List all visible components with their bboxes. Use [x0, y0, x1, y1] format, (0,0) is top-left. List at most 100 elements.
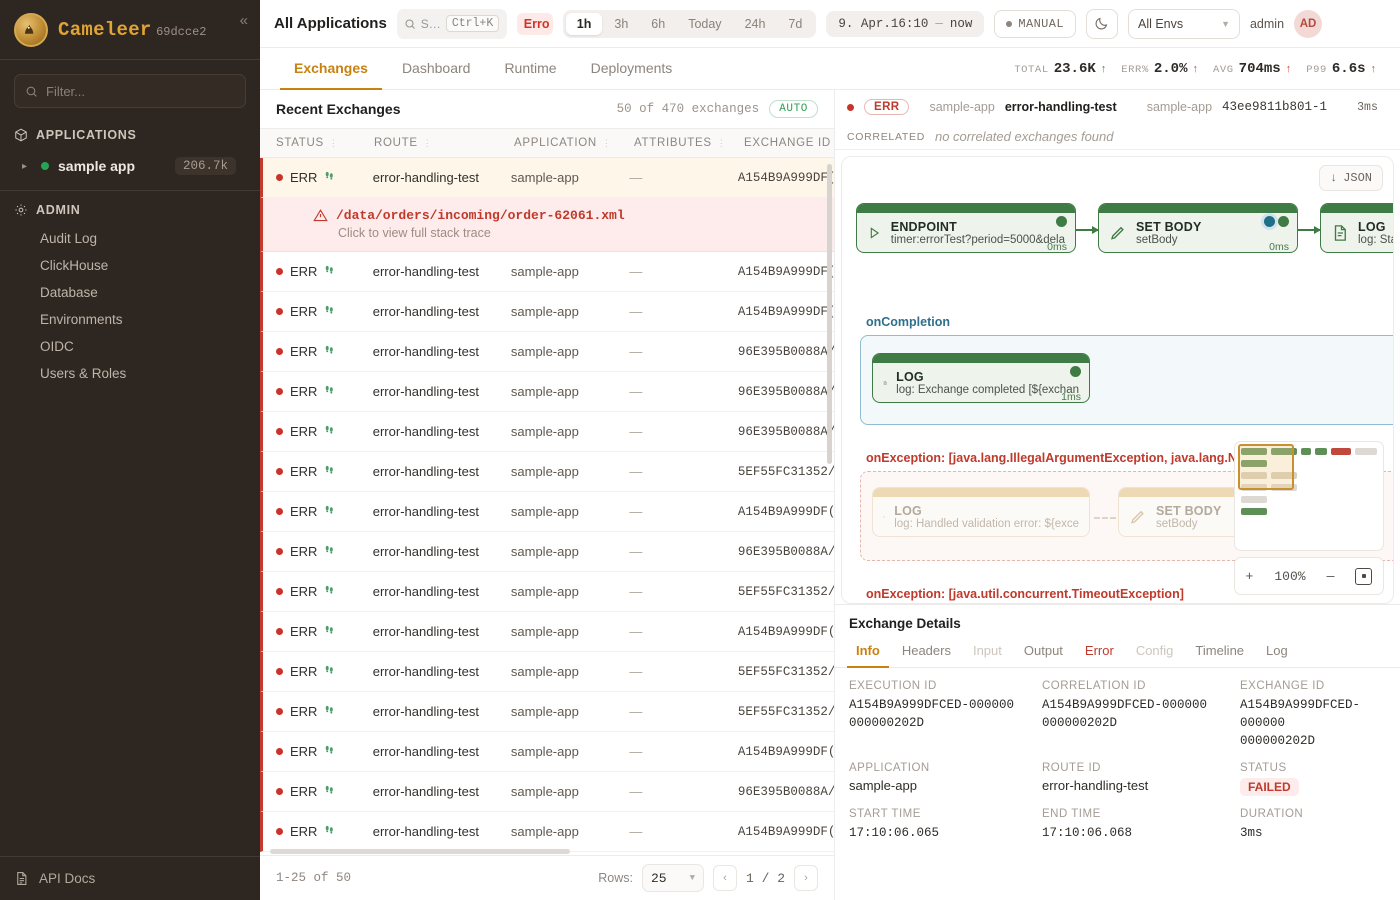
cell-status: ERR: [263, 544, 360, 559]
range-3h[interactable]: 3h: [614, 16, 629, 31]
range-1h[interactable]: 1h: [565, 12, 603, 35]
tab-deployments[interactable]: Deployments: [590, 60, 673, 76]
trace-icon[interactable]: [324, 384, 335, 399]
trace-icon[interactable]: [324, 170, 335, 185]
range-today[interactable]: Today: [688, 16, 722, 31]
col-attributes[interactable]: ATTRIBUTES ⋮: [618, 137, 728, 149]
row-error-detail[interactable]: /data/orders/incoming/order-62061.xml Cli…: [260, 198, 834, 252]
table-row[interactable]: ERR error-handling-test sample-app — A154B9A…: [260, 252, 834, 292]
sidebar-item-users-roles[interactable]: Users & Roles: [40, 366, 127, 381]
refresh-mode-button[interactable]: MANUAL: [994, 9, 1076, 38]
tab-dashboard[interactable]: Dashboard: [401, 60, 471, 76]
tab-timeline[interactable]: Timeline: [1195, 643, 1245, 658]
graph-minimap[interactable]: [1234, 441, 1384, 551]
sidebar-item-environments[interactable]: Environments: [40, 312, 123, 327]
col-route[interactable]: ROUTE ⋮: [358, 137, 498, 149]
error-filter-badge[interactable]: Erro: [516, 12, 553, 35]
table-row[interactable]: ERR error-handling-test sample-app — 5EF55FC…: [260, 572, 834, 612]
sidebar-item-oidc[interactable]: OIDC: [40, 339, 74, 354]
minimap-viewport[interactable]: [1238, 444, 1294, 490]
node-log-validation[interactable]: LOG log: Handled validation error: ${exc…: [872, 487, 1090, 537]
route-graph-canvas[interactable]: ↓ JSON ENDPOINT timer:errorTest?pe: [841, 156, 1394, 604]
list-horizontal-scrollbar[interactable]: [270, 849, 570, 854]
node-set-body[interactable]: SET BODY setBody 0ms: [1098, 203, 1298, 253]
table-row[interactable]: ERR error-handling-test sample-app — 96E395B…: [260, 772, 834, 812]
trace-icon[interactable]: [324, 664, 335, 679]
theme-toggle-button[interactable]: [1085, 8, 1118, 39]
table-row[interactable]: ERR error-handling-test sample-app — 96E395B…: [260, 332, 834, 372]
sidebar-item-sample-app[interactable]: ▸ sample app 206.7k: [0, 150, 260, 182]
table-row[interactable]: ERR error-handling-test sample-app — A154B9A…: [260, 732, 834, 772]
trace-icon[interactable]: [324, 304, 335, 319]
tab-info[interactable]: Info: [847, 639, 889, 668]
trace-icon[interactable]: [324, 544, 335, 559]
trace-icon[interactable]: [324, 264, 335, 279]
field-key: END TIME: [1042, 808, 1101, 821]
range-6h[interactable]: 6h: [651, 16, 666, 31]
trace-icon[interactable]: [324, 504, 335, 519]
trace-icon[interactable]: [324, 784, 335, 799]
auto-refresh-toggle[interactable]: AUTO: [769, 100, 818, 118]
trace-icon[interactable]: [324, 584, 335, 599]
prev-page-button[interactable]: ‹: [712, 865, 737, 891]
trace-icon[interactable]: [324, 744, 335, 759]
cell-attributes: —: [629, 784, 643, 799]
range-7d[interactable]: 7d: [788, 16, 803, 31]
sidebar-filter-input[interactable]: Filter...: [14, 74, 246, 108]
rows-label: Rows:: [598, 871, 633, 885]
sidebar-footer-api-docs[interactable]: API Docs: [0, 856, 260, 900]
download-json-button[interactable]: ↓ JSON: [1318, 165, 1383, 191]
table-row[interactable]: ERR error-handling-test sample-app — A154B9A…: [260, 492, 834, 532]
trace-icon[interactable]: [324, 624, 335, 639]
search-icon: [26, 86, 37, 97]
next-page-button[interactable]: ›: [794, 865, 818, 891]
table-row[interactable]: ERR error-handling-test sample-app — A154B9A…: [260, 158, 834, 198]
node-log-completion[interactable]: LOG log: Exchange completed [${exchan 1m…: [872, 353, 1090, 403]
zoom-in-button[interactable]: +: [1245, 568, 1254, 584]
sidebar-item-clickhouse[interactable]: ClickHouse: [40, 258, 109, 273]
brand-block: Cameleer 69dcce2: [58, 19, 207, 41]
table-row[interactable]: ERR error-handling-test sample-app — 5EF55FC…: [260, 692, 834, 732]
list-vertical-scrollbar[interactable]: [827, 164, 832, 464]
node-log-start[interactable]: LOG log: Sta: [1320, 203, 1393, 253]
tab-log[interactable]: Log: [1266, 643, 1288, 658]
time-range-display[interactable]: 9. Apr.16:10 — now: [826, 10, 985, 37]
trace-icon[interactable]: [324, 424, 335, 439]
chevron-right-icon[interactable]: ▸: [22, 160, 28, 172]
trace-icon[interactable]: [324, 704, 335, 719]
col-application[interactable]: APPLICATION ⋮: [498, 137, 618, 149]
tab-error[interactable]: Error: [1084, 643, 1114, 658]
env-select[interactable]: All Envs ▼: [1127, 8, 1240, 39]
node-endpoint[interactable]: ENDPOINT timer:errorTest?period=5000&del…: [856, 203, 1076, 253]
col-status[interactable]: STATUS ⋮: [260, 137, 358, 149]
table-row[interactable]: ERR error-handling-test sample-app — 96E395B…: [260, 372, 834, 412]
sidebar-item-audit-log[interactable]: Audit Log: [40, 231, 98, 246]
tab-headers[interactable]: Headers: [901, 643, 951, 658]
table-row[interactable]: ERR error-handling-test sample-app — A154B9A…: [260, 292, 834, 332]
table-row[interactable]: ERR error-handling-test sample-app — 96E395B…: [260, 412, 834, 452]
zoom-out-button[interactable]: —: [1326, 568, 1335, 584]
rows-per-page-select[interactable]: 25 ▼: [641, 864, 704, 892]
trace-icon[interactable]: [324, 344, 335, 359]
trace-icon[interactable]: [324, 464, 335, 479]
table-row[interactable]: ERR error-handling-test sample-app — A154B9A…: [260, 612, 834, 652]
tab-output[interactable]: Output: [1023, 643, 1063, 658]
status-dot-error: [276, 668, 283, 675]
range-24h[interactable]: 24h: [744, 16, 766, 31]
table-row[interactable]: ERR error-handling-test sample-app — A154B9A…: [260, 812, 834, 852]
table-row[interactable]: ERR error-handling-test sample-app — 96E395B…: [260, 532, 834, 572]
cell-exchange-id: A154B9A999DF(: [737, 624, 834, 639]
table-row[interactable]: ERR error-handling-test sample-app — 5EF55FC…: [260, 652, 834, 692]
tab-runtime[interactable]: Runtime: [504, 60, 557, 76]
search-input[interactable]: S… Ctrl+K: [396, 8, 507, 39]
avatar[interactable]: AD: [1294, 9, 1323, 38]
table-row[interactable]: ERR error-handling-test sample-app — 5EF55FC…: [260, 452, 834, 492]
fit-screen-icon[interactable]: [1355, 567, 1373, 585]
node-text: SET BODY setBody: [1156, 504, 1222, 530]
sidebar-collapse-icon[interactable]: «: [239, 12, 248, 29]
trace-icon[interactable]: [324, 824, 335, 839]
footprint-icon: [326, 505, 334, 514]
tab-exchanges[interactable]: Exchanges: [280, 48, 382, 90]
col-exchange-id[interactable]: EXCHANGE ID: [728, 137, 834, 149]
sidebar-item-database[interactable]: Database: [40, 285, 98, 300]
